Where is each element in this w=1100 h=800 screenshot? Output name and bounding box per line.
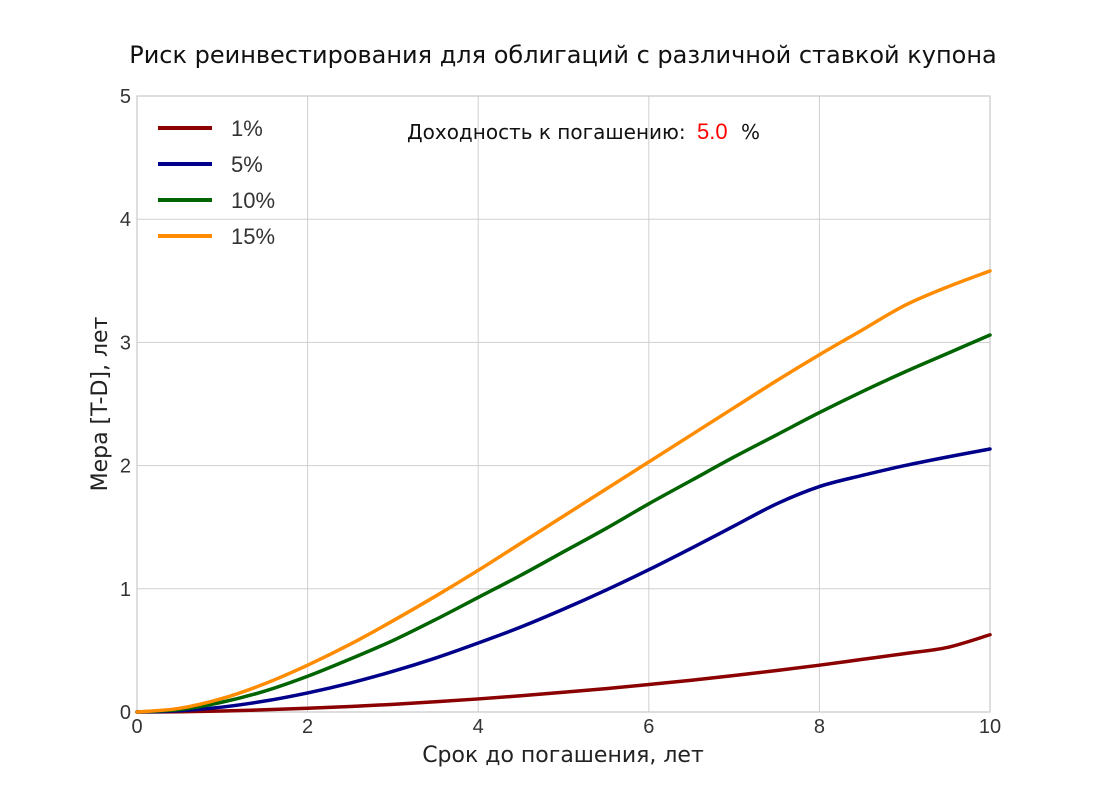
x-tick-labels: 0 2 4 6 8 10 [131, 716, 1001, 738]
legend-label-15pct: 15% [231, 224, 275, 249]
x-tick-label: 4 [473, 716, 484, 738]
y-tick-label: 3 [120, 332, 131, 354]
y-tick-label: 4 [120, 209, 131, 231]
yield-annotation: Доходность к погашению: 5.0 % [407, 119, 760, 144]
series-layer [135, 269, 992, 714]
y-tick-label: 1 [120, 579, 131, 601]
legend: 1% 5% 10% 15% [158, 116, 275, 249]
y-axis-label: Мера [T-D], лет [88, 316, 113, 491]
x-tick-label: 2 [302, 716, 313, 738]
x-tick-label: 10 [979, 716, 1001, 738]
legend-label-5pct: 5% [231, 152, 263, 177]
legend-label-10pct: 10% [231, 188, 275, 213]
plot-area: 0 2 4 6 8 10 0 1 2 3 4 5 [120, 86, 1001, 738]
series-line-1pct [135, 633, 992, 714]
plot-frame [136, 95, 991, 713]
x-tick-label: 0 [131, 716, 142, 738]
y-tick-label: 2 [120, 456, 131, 478]
series-line-15pct [135, 269, 992, 714]
y-tick-labels: 0 1 2 3 4 5 [120, 86, 131, 724]
x-tick-label: 8 [814, 716, 825, 738]
series-line-10pct [135, 333, 992, 714]
series-line-5pct [135, 447, 992, 714]
y-tick-label: 0 [120, 702, 131, 724]
x-tick-label: 6 [643, 716, 654, 738]
chart-title: Риск реинвестирования для облигаций с ра… [129, 41, 997, 69]
annotation-label: Доходность к погашению: [407, 120, 686, 144]
legend-label-1pct: 1% [231, 116, 263, 141]
y-tick-label: 5 [120, 86, 131, 108]
annotation-value: 5.0 [697, 119, 728, 144]
x-axis-label: Срок до погашения, лет [422, 743, 704, 768]
annotation-unit: % [741, 120, 760, 144]
